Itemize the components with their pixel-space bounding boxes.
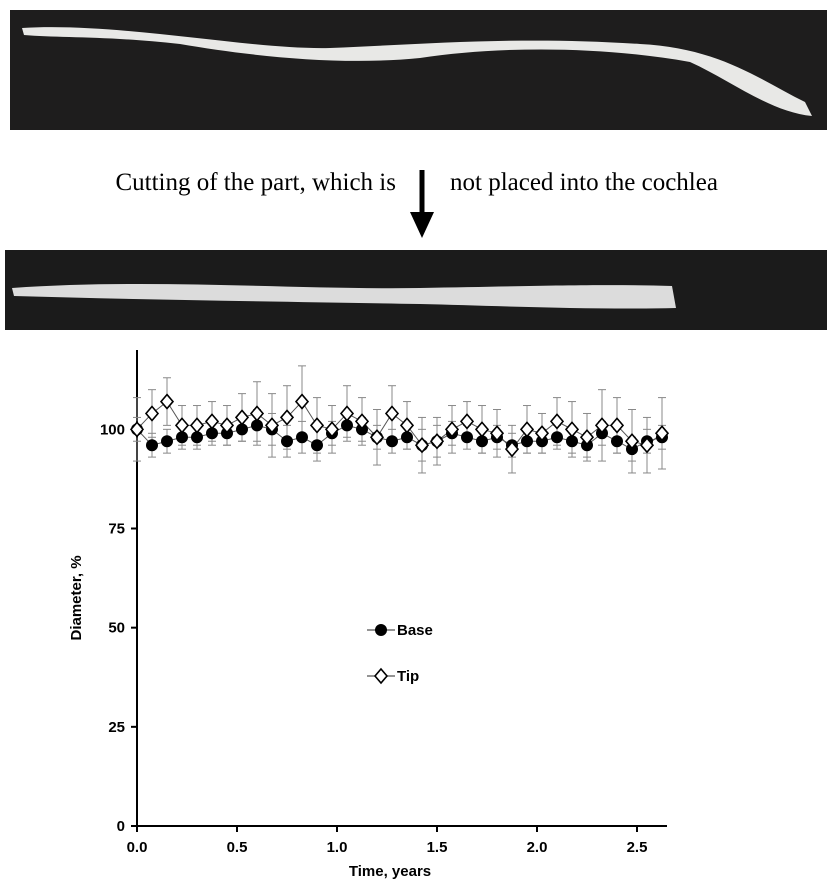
data-point xyxy=(369,429,385,446)
data-point xyxy=(459,413,475,430)
data-point xyxy=(189,417,205,434)
x-tick-label: 2.5 xyxy=(627,839,648,856)
data-point xyxy=(654,425,670,442)
electrode-cut xyxy=(12,283,676,309)
data-point xyxy=(384,405,400,422)
data-point xyxy=(534,425,550,442)
y-tick-label: 50 xyxy=(108,620,125,637)
data-point xyxy=(611,435,623,448)
data-point xyxy=(294,393,310,410)
data-point xyxy=(474,421,490,438)
data-point xyxy=(551,431,563,444)
data-point xyxy=(159,393,175,410)
data-point xyxy=(129,421,145,438)
data-point xyxy=(144,405,160,422)
data-point xyxy=(461,431,473,444)
data-point xyxy=(594,417,610,434)
x-tick-label: 1.5 xyxy=(427,839,448,856)
data-point xyxy=(489,425,505,442)
data-point xyxy=(386,435,398,448)
x-tick-label: 1.0 xyxy=(327,839,348,856)
data-point xyxy=(174,417,190,434)
data-point xyxy=(161,435,173,448)
x-axis-label: Time, years xyxy=(349,863,431,880)
data-point xyxy=(296,431,308,444)
data-point xyxy=(311,439,323,452)
arrow-head xyxy=(410,212,434,238)
data-point xyxy=(146,439,158,452)
data-point xyxy=(519,421,535,438)
chart: 0 25 50 75 100 0.0 0.5 1.0 1.5 2.0 2.5 Time, years D… xyxy=(68,350,670,880)
legend-label: Base xyxy=(397,622,433,639)
photo-before xyxy=(10,10,827,130)
data-point xyxy=(219,417,235,434)
data-point xyxy=(564,421,580,438)
data-point xyxy=(204,413,220,430)
y-tick-label: 25 xyxy=(108,719,125,736)
data-point xyxy=(549,413,565,430)
x-tick-label: 0.0 xyxy=(127,839,148,856)
legend-marker xyxy=(375,624,387,636)
y-tick-label: 0 xyxy=(117,818,125,835)
caption-left: Cutting of the part, which is xyxy=(115,169,396,196)
x-tick-label: 2.0 xyxy=(527,839,548,856)
data-point xyxy=(429,433,445,450)
data-point xyxy=(309,417,325,434)
data-point xyxy=(234,409,250,426)
x-tick-label: 0.5 xyxy=(227,839,248,856)
caption-right: not placed into the cochlea xyxy=(450,169,718,196)
data-point xyxy=(504,440,520,458)
electrode-full xyxy=(22,27,812,117)
data-point xyxy=(414,436,430,454)
data-point xyxy=(324,421,340,438)
data-point xyxy=(639,436,655,454)
legend-label: Tip xyxy=(397,668,419,685)
y-axis-label: Diameter, % xyxy=(68,555,85,640)
data-point xyxy=(354,413,370,430)
legend-marker xyxy=(373,667,389,685)
data-point xyxy=(579,429,595,446)
data-point xyxy=(249,405,265,422)
data-point xyxy=(279,409,295,426)
y-tick-label: 75 xyxy=(108,521,125,538)
data-point xyxy=(281,435,293,448)
data-point xyxy=(339,405,355,422)
data-point xyxy=(624,433,640,450)
data-point xyxy=(264,417,280,434)
data-point xyxy=(444,421,460,438)
data-point xyxy=(399,417,415,434)
y-tick-label: 100 xyxy=(100,421,125,438)
data-point xyxy=(609,417,625,434)
